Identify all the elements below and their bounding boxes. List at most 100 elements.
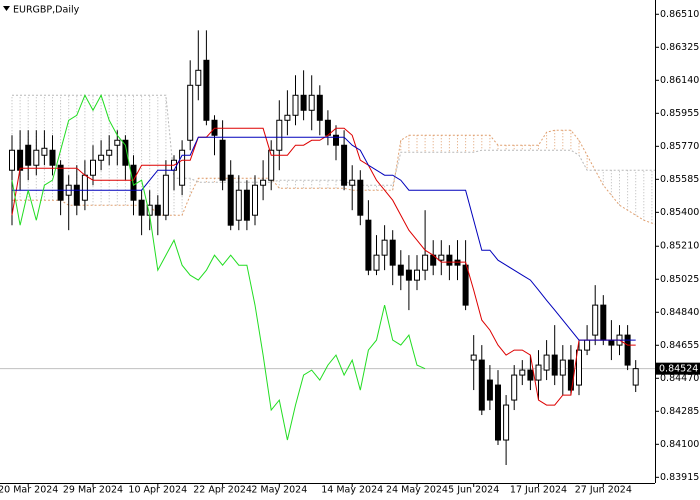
candle-body (162, 174, 169, 216)
candle-body (559, 359, 566, 376)
candle-body (106, 149, 113, 156)
candle-body (49, 149, 56, 166)
candle-body (333, 134, 339, 146)
candle-body (227, 174, 234, 226)
candle-body (405, 269, 412, 281)
current-price-tag (656, 362, 700, 375)
x-tick-label: 20 Mar 2024 (0, 485, 58, 496)
candle-body (486, 379, 493, 401)
candle-body (154, 204, 161, 216)
candle-body (454, 259, 461, 266)
candle-body (422, 254, 429, 271)
candle-body (187, 84, 194, 141)
x-tick-label: 29 Mar 2024 (63, 485, 123, 496)
candle-body (608, 339, 615, 346)
x-tick-label: 17 Jun 2024 (510, 485, 567, 496)
candle-body (235, 189, 242, 221)
candle-body (511, 374, 518, 401)
indicator-line (11, 94, 426, 441)
candle-body (276, 119, 283, 151)
y-tick-label: 0.86510 (660, 9, 699, 20)
y-tick-label: 0.85770 (660, 141, 699, 152)
candle-body (592, 304, 599, 336)
x-tick-label: 24 May 2024 (386, 485, 448, 496)
indicator-line (12, 136, 636, 341)
candle-body (57, 164, 64, 201)
candle-body (219, 139, 226, 181)
candle-body (519, 369, 526, 376)
candle-body (252, 184, 258, 216)
candle-body (284, 114, 291, 121)
candle-body (357, 179, 364, 216)
candle-body (90, 159, 96, 176)
cloud-span-a (12, 129, 655, 225)
candle-body (211, 119, 218, 136)
candle-body (81, 174, 88, 201)
candle-body (300, 94, 307, 111)
y-tick-label: 0.86140 (660, 75, 699, 86)
candle-body (268, 149, 275, 181)
candle-body (349, 179, 356, 186)
candle-body (527, 369, 534, 381)
y-tick-label: 0.84100 (660, 439, 699, 450)
x-tick-label: 14 May 2024 (321, 485, 383, 496)
indicator-line (11, 127, 636, 406)
candle-body (33, 149, 40, 166)
candle-body (179, 149, 186, 186)
candle-body (243, 189, 250, 221)
cloud-span-b (12, 94, 655, 186)
candle-body (576, 349, 582, 386)
candle-body (624, 334, 631, 366)
candle-body (462, 264, 469, 306)
y-tick-label: 0.85210 (660, 241, 699, 252)
candle-body (600, 304, 607, 341)
candle-body (584, 339, 591, 351)
y-tick-label: 0.84840 (660, 307, 699, 318)
candle-body (543, 354, 550, 371)
candle-body (41, 147, 48, 156)
current-price-label: 0.84524 (659, 364, 698, 375)
candle-body (397, 264, 404, 276)
candle-body (122, 139, 129, 166)
x-tick-label: 2 May 2024 (251, 485, 307, 496)
candle-body (138, 199, 145, 216)
y-tick-label: 0.86325 (660, 42, 699, 53)
candle-body (260, 179, 267, 186)
chart-title: EURGBP,Daily (13, 5, 80, 16)
candle-body (17, 149, 24, 171)
candle-body (470, 354, 477, 361)
y-tick-label: 0.84285 (660, 406, 699, 417)
candle-body (365, 219, 372, 271)
plot-area (0, 30, 655, 466)
candle-body (25, 144, 32, 166)
candle-body (341, 144, 348, 186)
candle-body (551, 354, 558, 376)
x-tick-label: 10 Apr 2024 (128, 485, 187, 496)
candle-body (438, 254, 445, 261)
y-tick-label: 0.83915 (660, 472, 699, 483)
y-tick-label: 0.85955 (660, 108, 699, 119)
candle-body (316, 94, 323, 121)
candle-body (203, 59, 210, 121)
symbol-menu-icon (3, 6, 10, 11)
candle-body (381, 239, 388, 256)
x-tick-label: 22 Apr 2024 (193, 485, 252, 496)
y-tick-label: 0.85585 (660, 174, 699, 185)
y-tick-label: 0.84655 (660, 340, 699, 351)
candle-body (632, 368, 639, 386)
candle-body (195, 69, 202, 86)
candle-body (73, 184, 80, 206)
candle-body (495, 384, 501, 441)
candle-body (114, 139, 121, 146)
y-tick-label: 0.84470 (660, 373, 699, 384)
x-tick-label: 5 Jun 2024 (448, 485, 499, 496)
candle-body (503, 404, 510, 441)
candle-body (292, 94, 299, 116)
candle-body (324, 119, 331, 136)
candle-body (446, 254, 453, 266)
candle-body (478, 359, 485, 411)
x-tick-label: 27 Jun 2024 (575, 485, 632, 496)
